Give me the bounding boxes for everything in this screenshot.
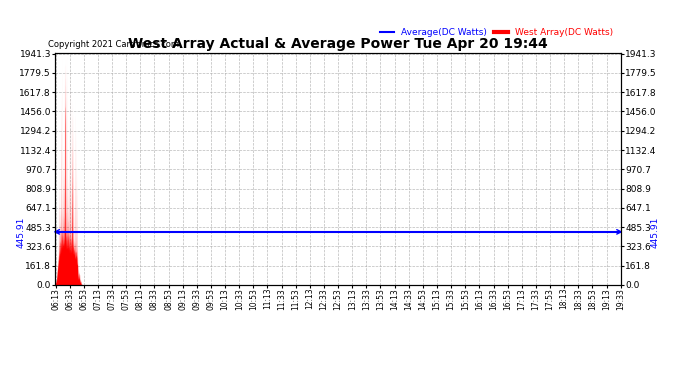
- Text: 445.91: 445.91: [17, 216, 26, 248]
- Legend: Average(DC Watts), West Array(DC Watts): Average(DC Watts), West Array(DC Watts): [377, 24, 616, 40]
- Text: Copyright 2021 Cartronics.com: Copyright 2021 Cartronics.com: [48, 40, 179, 49]
- Text: 445.91: 445.91: [651, 216, 660, 248]
- Title: West Array Actual & Average Power Tue Apr 20 19:44: West Array Actual & Average Power Tue Ap…: [128, 38, 548, 51]
